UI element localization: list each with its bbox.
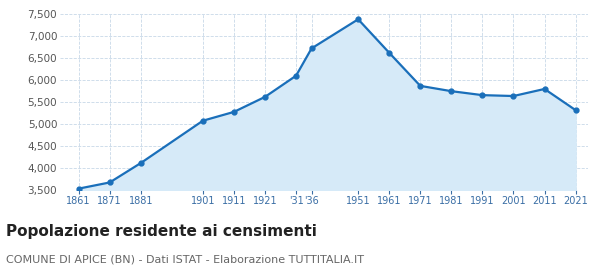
- Text: COMUNE DI APICE (BN) - Dati ISTAT - Elaborazione TUTTITALIA.IT: COMUNE DI APICE (BN) - Dati ISTAT - Elab…: [6, 255, 364, 265]
- Text: Popolazione residente ai censimenti: Popolazione residente ai censimenti: [6, 224, 317, 239]
